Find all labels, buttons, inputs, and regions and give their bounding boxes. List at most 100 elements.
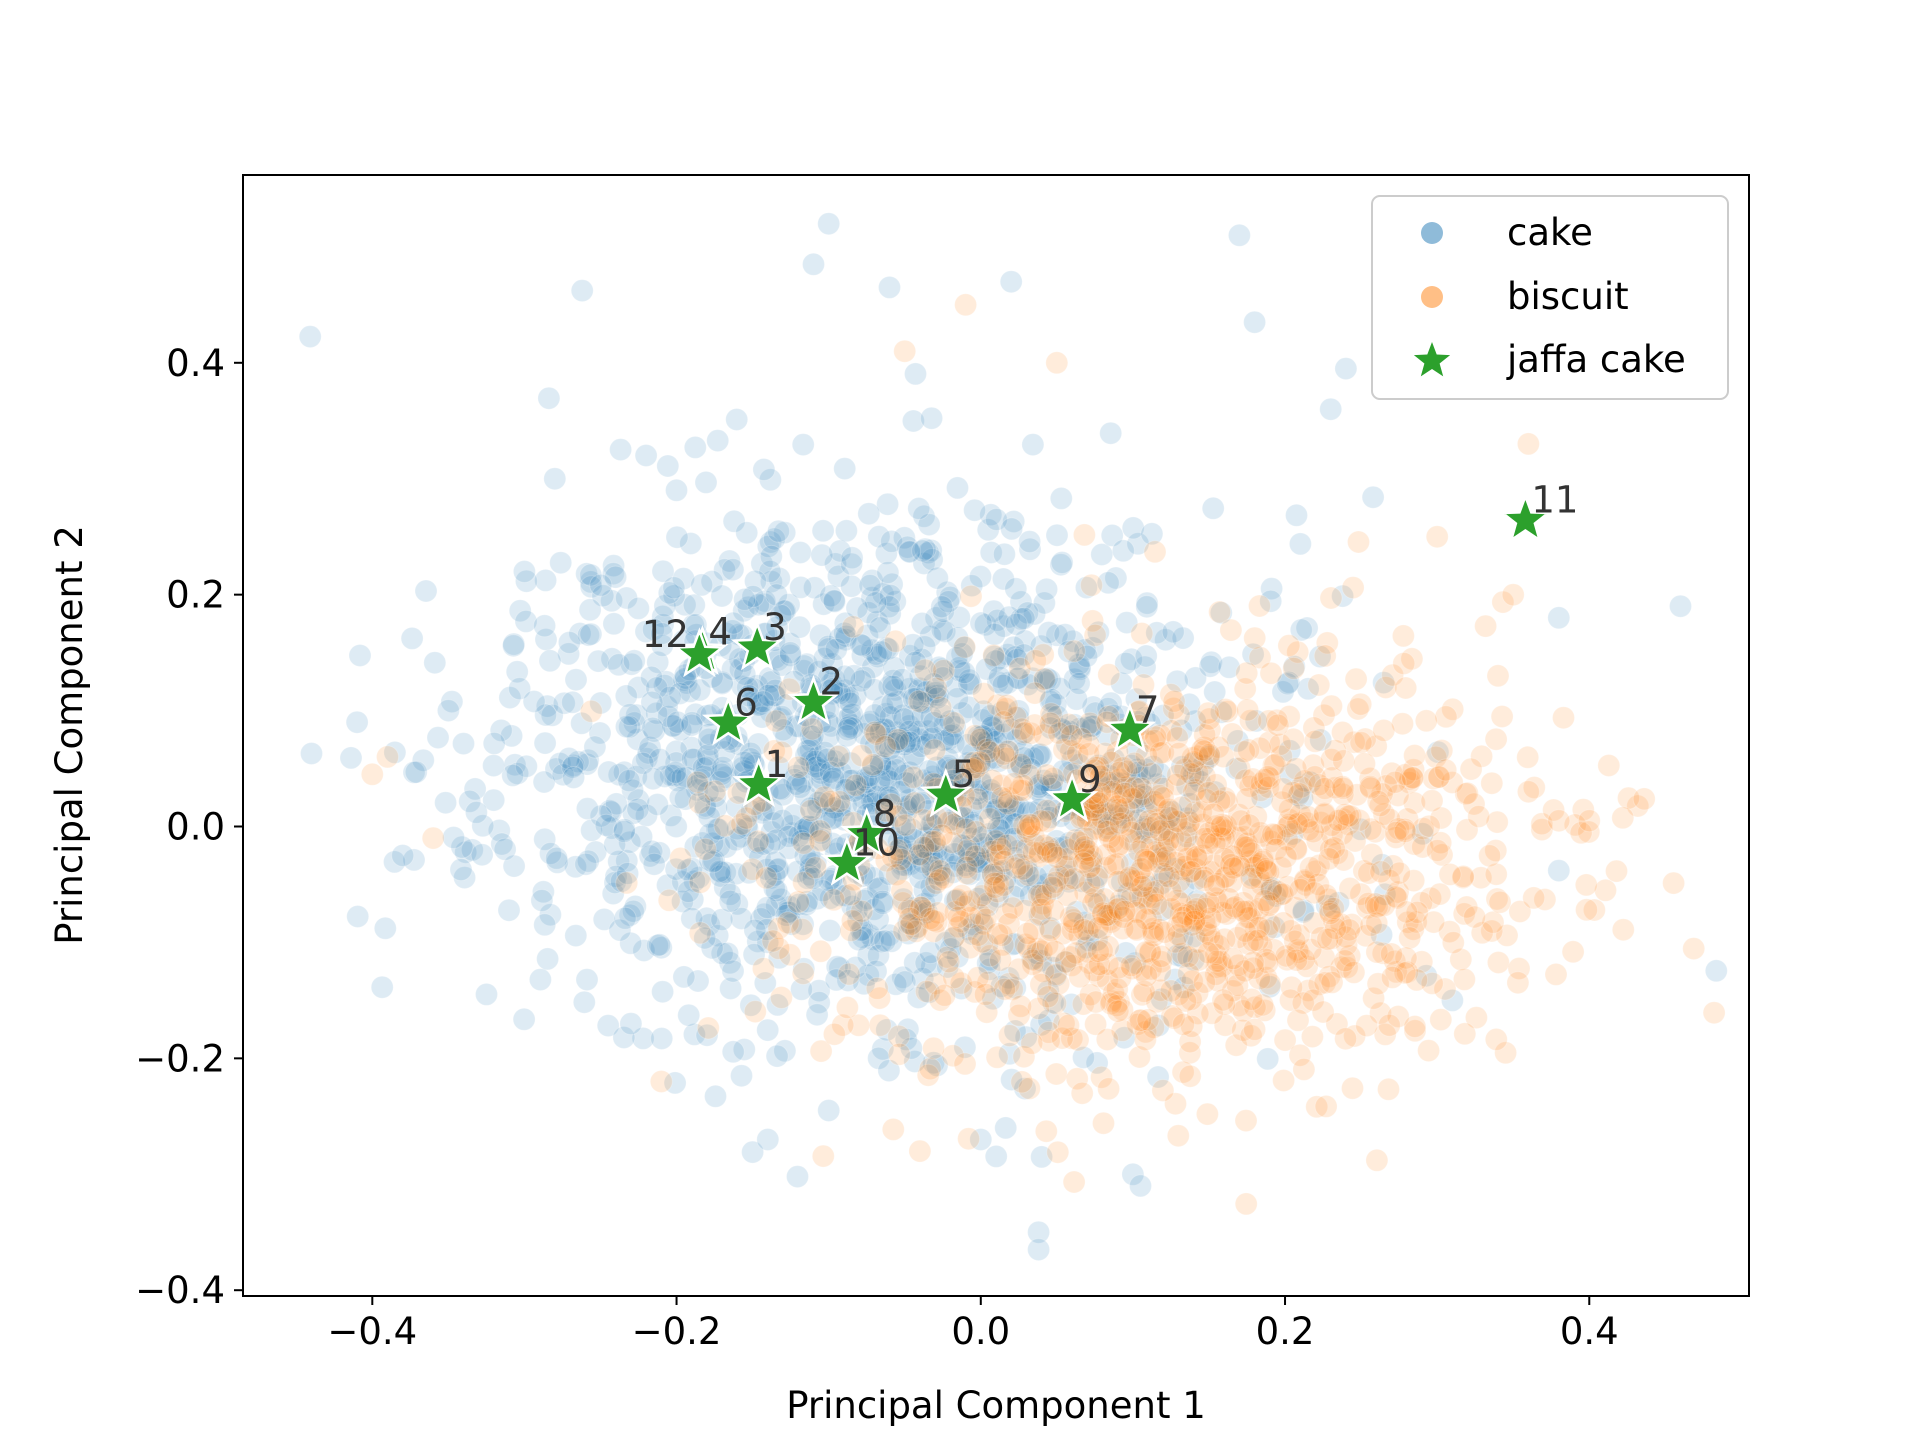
- cake-point: [804, 850, 828, 874]
- cake-point: [982, 721, 1006, 745]
- cake-point: [904, 362, 927, 386]
- legend-label-biscuit: biscuit: [1507, 275, 1629, 318]
- cake-point: [588, 721, 612, 745]
- cake-point: [792, 654, 816, 678]
- cake-point: [1048, 676, 1072, 700]
- biscuit-point: [964, 844, 988, 868]
- biscuit-point: [942, 925, 966, 949]
- cake-point: [522, 690, 546, 713]
- cake-point: [733, 587, 757, 611]
- cake-point: [493, 837, 517, 861]
- cake-point: [619, 931, 643, 955]
- cake-point: [969, 565, 992, 588]
- cake-point: [817, 1099, 841, 1122]
- cake-point: [1145, 772, 1169, 796]
- biscuit-point: [1236, 698, 1260, 722]
- cake-point: [960, 752, 984, 776]
- cake-point: [860, 568, 884, 592]
- biscuit-point: [986, 922, 1010, 946]
- biscuit-point: [1425, 839, 1449, 862]
- cake-point: [671, 870, 695, 894]
- cake-point: [732, 1038, 756, 1061]
- cake-point: [1111, 539, 1135, 563]
- cake-point: [819, 584, 843, 608]
- cake-point: [763, 684, 787, 708]
- cake-point: [978, 948, 1002, 971]
- biscuit-point: [901, 765, 925, 789]
- cake-point: [638, 844, 662, 868]
- biscuit-point: [1062, 639, 1086, 663]
- biscuit-point: [1246, 928, 1270, 952]
- cake-point: [890, 853, 914, 877]
- cake-point: [885, 720, 908, 744]
- cake-point: [852, 972, 876, 996]
- cake-point: [1010, 754, 1034, 778]
- cake-point: [882, 742, 906, 766]
- cake-point: [538, 903, 562, 927]
- cake-point: [1134, 815, 1157, 839]
- cake-point: [911, 967, 935, 990]
- biscuit-point: [982, 643, 1006, 667]
- cake-point: [1009, 752, 1033, 776]
- cake-point: [947, 656, 971, 679]
- cake-point: [1037, 621, 1061, 644]
- x-tick-label: −0.4: [327, 1310, 417, 1353]
- cake-point: [1023, 832, 1047, 856]
- cake-point: [607, 850, 631, 873]
- cake-point: [765, 1044, 789, 1068]
- cake-point: [725, 795, 749, 819]
- biscuit-point: [1452, 967, 1476, 991]
- cake-point: [776, 900, 800, 924]
- biscuit-point: [989, 948, 1012, 972]
- cake-point: [853, 889, 876, 912]
- cake-point: [896, 1017, 920, 1041]
- jaffa-cake-label-1: 1: [765, 743, 789, 786]
- biscuit-point: [1162, 689, 1186, 713]
- cake-point: [654, 670, 678, 694]
- cake-point: [1065, 687, 1088, 711]
- biscuit-point: [1313, 644, 1337, 668]
- cake-point: [908, 676, 932, 700]
- cake-point: [1145, 621, 1169, 645]
- cake-point: [985, 799, 1009, 823]
- cake-point: [941, 926, 965, 950]
- cake-point: [914, 836, 938, 860]
- cake-point: [615, 849, 639, 873]
- cake-point: [1669, 594, 1692, 618]
- cake-point: [966, 724, 990, 748]
- cake-point: [617, 769, 641, 793]
- biscuit-point: [1434, 705, 1458, 729]
- cake-point: [578, 598, 602, 622]
- cake-point: [574, 852, 598, 876]
- cake-point: [970, 825, 994, 849]
- biscuit-point: [1319, 586, 1343, 610]
- cake-point: [1171, 875, 1195, 899]
- biscuit-point: [1516, 780, 1540, 804]
- cake-point: [642, 719, 666, 743]
- cake-point: [661, 714, 685, 738]
- cake-point: [1116, 881, 1140, 905]
- cake-point: [968, 846, 992, 870]
- cake-point: [698, 848, 722, 872]
- biscuit-point: [1036, 985, 1060, 1009]
- cake-point: [777, 593, 801, 617]
- cake-point: [1361, 485, 1385, 509]
- cake-point: [988, 831, 1012, 855]
- cake-point: [880, 825, 904, 849]
- cake-point: [1009, 590, 1033, 614]
- cake-point: [1309, 728, 1333, 752]
- cake-point: [1044, 692, 1068, 716]
- biscuit-point: [1403, 1015, 1427, 1038]
- cake-point: [982, 717, 1006, 741]
- cake-point: [1004, 577, 1028, 601]
- cake-point: [906, 898, 930, 922]
- cake-point: [713, 740, 737, 764]
- cake-point: [651, 604, 675, 628]
- cake-point: [683, 747, 707, 771]
- cake-point: [966, 844, 990, 868]
- cake-point: [796, 815, 820, 839]
- cake-point: [298, 325, 322, 349]
- cake-point: [1042, 877, 1066, 901]
- cake-point: [663, 1071, 687, 1095]
- cake-point: [638, 735, 662, 759]
